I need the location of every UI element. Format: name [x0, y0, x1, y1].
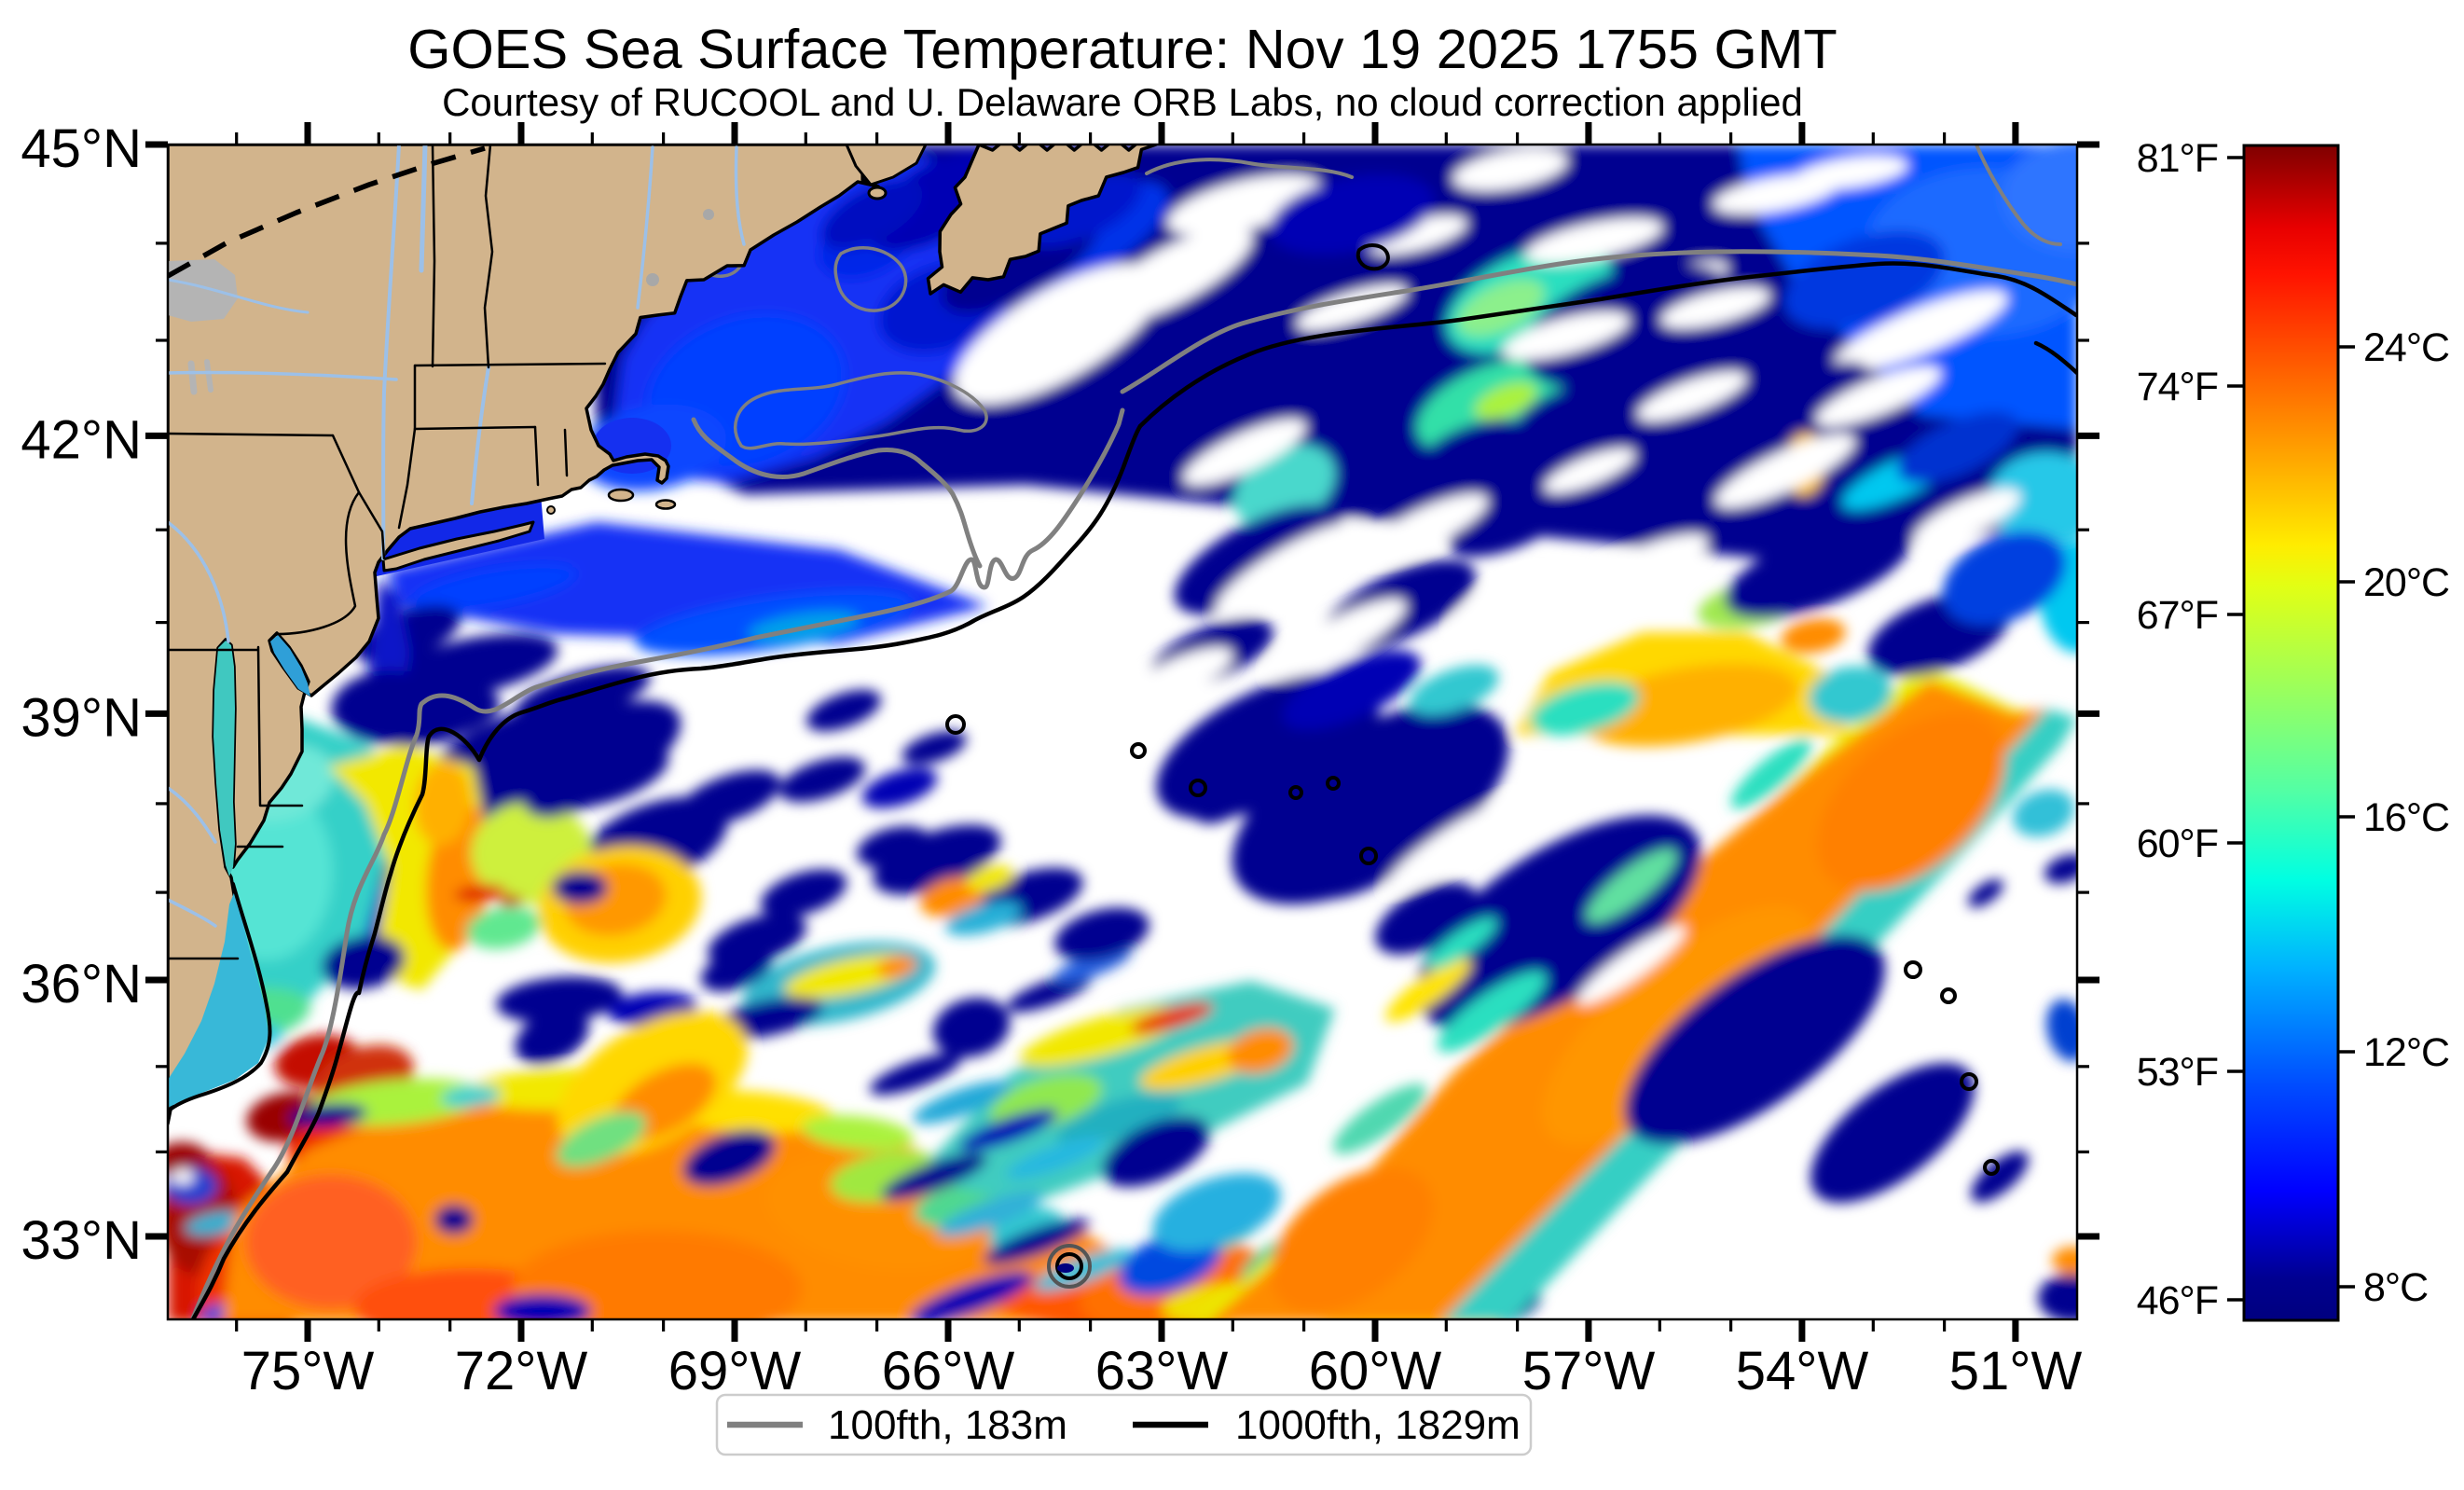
svg-text:45°N: 45°N [21, 118, 142, 179]
svg-text:20°C: 20°C [2363, 560, 2449, 605]
svg-text:12°C: 12°C [2363, 1030, 2449, 1075]
svg-text:60°W: 60°W [1309, 1341, 1442, 1401]
svg-text:100fth, 183m: 100fth, 183m [828, 1402, 1067, 1448]
svg-text:74°F: 74°F [2137, 365, 2218, 409]
svg-text:16°C: 16°C [2363, 795, 2449, 840]
svg-text:75°W: 75°W [241, 1341, 375, 1401]
svg-text:46°F: 46°F [2137, 1278, 2218, 1323]
svg-text:42°N: 42°N [21, 409, 142, 470]
svg-text:63°W: 63°W [1095, 1341, 1229, 1401]
svg-text:60°F: 60°F [2137, 821, 2218, 866]
svg-text:33°N: 33°N [21, 1210, 142, 1271]
svg-text:8°C: 8°C [2363, 1265, 2428, 1310]
svg-text:Courtesy of RUCOOL and U. Dela: Courtesy of RUCOOL and U. Delaware ORB L… [442, 80, 1803, 124]
svg-text:24°C: 24°C [2363, 325, 2449, 370]
svg-text:53°F: 53°F [2137, 1050, 2218, 1095]
svg-text:GOES Sea Surface Temperature:: GOES Sea Surface Temperature: Nov 19 202… [407, 18, 1838, 80]
svg-text:67°F: 67°F [2137, 593, 2218, 638]
svg-text:66°W: 66°W [882, 1341, 1015, 1401]
svg-text:36°N: 36°N [21, 954, 142, 1014]
svg-text:1000fth, 1829m: 1000fth, 1829m [1235, 1402, 1521, 1448]
svg-text:51°W: 51°W [1949, 1341, 2083, 1401]
svg-text:81°F: 81°F [2137, 136, 2218, 181]
svg-text:54°W: 54°W [1736, 1341, 1869, 1401]
svg-text:39°N: 39°N [21, 687, 142, 748]
svg-text:69°W: 69°W [668, 1341, 802, 1401]
svg-text:57°W: 57°W [1522, 1341, 1656, 1401]
svg-text:72°W: 72°W [455, 1341, 588, 1401]
